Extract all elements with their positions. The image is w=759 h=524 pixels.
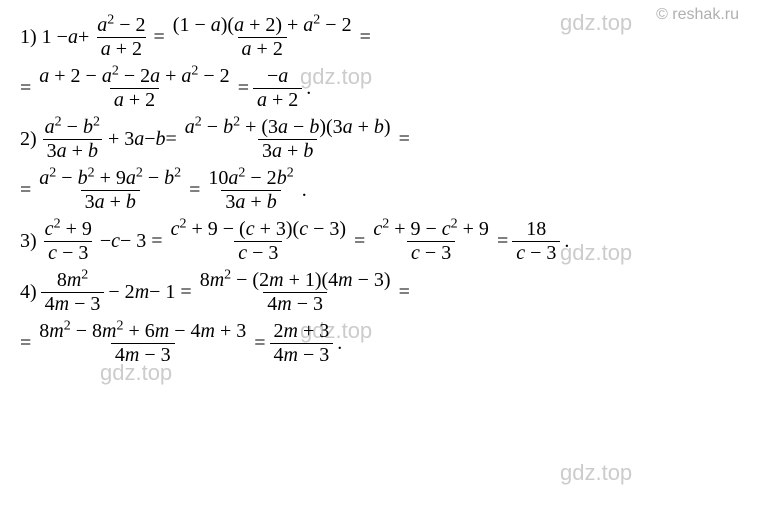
math-text: = xyxy=(399,128,410,151)
math-line: 4) 8m24m − 3 − 2m − 1 = 8m2 − (2m + 1)(4… xyxy=(20,269,739,316)
fraction-denominator: c − 3 xyxy=(234,241,282,265)
fraction: 18c − 3 xyxy=(512,218,560,265)
fraction-denominator: a + 2 xyxy=(110,88,159,112)
fraction-denominator: 4m − 3 xyxy=(263,292,327,316)
fraction: −aa + 2 xyxy=(253,65,302,112)
fraction-numerator: (1 − a)(a + 2) + a2 − 2 xyxy=(169,14,356,37)
math-line: = a2 − b2 + 9a2 − b23a + b = 10a2 − 2b23… xyxy=(20,167,739,214)
fraction-denominator: c − 3 xyxy=(407,241,455,265)
fraction: a2 − b2 + (3a − b)(3a + b)3a + b xyxy=(181,116,395,163)
math-text: − 2 xyxy=(108,281,134,304)
fraction-denominator: 4m − 3 xyxy=(111,343,175,367)
fraction-denominator: a + 2 xyxy=(238,37,287,61)
fraction-numerator: a + 2 − a2 − 2a + a2 − 2 xyxy=(35,65,233,88)
fraction: 10a2 − 2b23a + b xyxy=(204,167,297,214)
math-text: = xyxy=(189,179,200,202)
fraction: a2 − 2a + 2 xyxy=(93,14,149,61)
math-text: = xyxy=(166,128,177,151)
math-text: = xyxy=(20,77,31,100)
math-text: − 1 = xyxy=(149,281,192,304)
math-text: + 3 xyxy=(108,128,134,151)
fraction-numerator: a2 − 2 xyxy=(93,14,149,37)
math-text: . xyxy=(564,230,569,253)
fraction-denominator: 3a + b xyxy=(81,190,140,214)
math-text: 4) xyxy=(20,281,37,304)
math-text: . xyxy=(337,332,342,355)
fraction-numerator: c2 + 9 − (c + 3)(c − 3) xyxy=(167,218,350,241)
fraction-numerator: 18 xyxy=(522,218,550,241)
fraction-numerator: a2 − b2 + (3a − b)(3a + b) xyxy=(181,116,395,139)
fraction-numerator: 8m2 xyxy=(53,269,92,292)
fraction-denominator: c − 3 xyxy=(44,241,92,265)
math-line: 1) 1 − a + a2 − 2a + 2 = (1 − a)(a + 2) … xyxy=(20,14,739,61)
fraction: (1 − a)(a + 2) + a2 − 2a + 2 xyxy=(169,14,356,61)
fraction: a2 − b23a + b xyxy=(41,116,104,163)
fraction-denominator: c − 3 xyxy=(512,241,560,265)
fraction: a + 2 − a2 − 2a + a2 − 2a + 2 xyxy=(35,65,233,112)
math-text: = xyxy=(20,179,31,202)
math-text: 1) 1 − xyxy=(20,26,68,49)
fraction-numerator: 8m2 − 8m2 + 6m − 4m + 3 xyxy=(35,320,250,343)
fraction: 8m24m − 3 xyxy=(41,269,105,316)
math-text: = xyxy=(497,230,508,253)
fraction-denominator: 3a + b xyxy=(258,139,317,163)
watermark-gdz: gdz.top xyxy=(560,460,632,486)
fraction-denominator: a + 2 xyxy=(97,37,146,61)
fraction: c2 + 9c − 3 xyxy=(41,218,96,265)
fraction-denominator: 4m − 3 xyxy=(270,343,334,367)
fraction: 2m + 34m − 3 xyxy=(270,320,334,367)
math-text: + xyxy=(78,26,89,49)
math-text: − 3 = xyxy=(120,230,163,253)
fraction-numerator: 8m2 − (2m + 1)(4m − 3) xyxy=(196,269,395,292)
fraction-denominator: a + 2 xyxy=(253,88,302,112)
fraction-numerator: c2 + 9 − c2 + 9 xyxy=(369,218,493,241)
math-text: − xyxy=(100,230,111,253)
math-text: = xyxy=(154,26,165,49)
math-variable: c xyxy=(111,230,120,253)
fraction: 8m2 − (2m + 1)(4m − 3)4m − 3 xyxy=(196,269,395,316)
math-text: 2) xyxy=(20,128,37,151)
math-text: = xyxy=(354,230,365,253)
math-line: = 8m2 − 8m2 + 6m − 4m + 34m − 3 = 2m + 3… xyxy=(20,320,739,367)
math-text: = xyxy=(254,332,265,355)
fraction-denominator: 3a + b xyxy=(43,139,102,163)
math-variable: b xyxy=(156,128,166,151)
fraction-denominator: 3a + b xyxy=(221,190,280,214)
math-text: = xyxy=(399,281,410,304)
math-text: 3) xyxy=(20,230,37,253)
math-variable: a xyxy=(68,26,78,49)
math-variable: a xyxy=(134,128,144,151)
math-text: = xyxy=(360,26,371,49)
fraction-numerator: c2 + 9 xyxy=(41,218,96,241)
math-text: − xyxy=(144,128,155,151)
fraction-denominator: 4m − 3 xyxy=(41,292,105,316)
math-line: 2) a2 − b23a + b + 3a − b = a2 − b2 + (3… xyxy=(20,116,739,163)
fraction-numerator: a2 − b2 + 9a2 − b2 xyxy=(35,167,185,190)
math-variable: m xyxy=(135,281,149,304)
fraction-numerator: a2 − b2 xyxy=(41,116,104,139)
fraction-numerator: 10a2 − 2b2 xyxy=(204,167,297,190)
math-text: = xyxy=(20,332,31,355)
math-text: . xyxy=(302,179,307,202)
fraction: a2 − b2 + 9a2 − b23a + b xyxy=(35,167,185,214)
math-text: . xyxy=(306,77,311,100)
math-line: = a + 2 − a2 − 2a + a2 − 2a + 2 = −aa + … xyxy=(20,65,739,112)
fraction: c2 + 9 − c2 + 9c − 3 xyxy=(369,218,493,265)
math-content: 1) 1 − a + a2 − 2a + 2 = (1 − a)(a + 2) … xyxy=(20,14,739,367)
math-text: = xyxy=(238,77,249,100)
fraction: 8m2 − 8m2 + 6m − 4m + 34m − 3 xyxy=(35,320,250,367)
fraction-numerator: 2m + 3 xyxy=(270,320,334,343)
math-line: 3) c2 + 9c − 3 − c − 3 = c2 + 9 − (c + 3… xyxy=(20,218,739,265)
fraction: c2 + 9 − (c + 3)(c − 3)c − 3 xyxy=(167,218,350,265)
fraction-numerator: −a xyxy=(263,65,292,88)
